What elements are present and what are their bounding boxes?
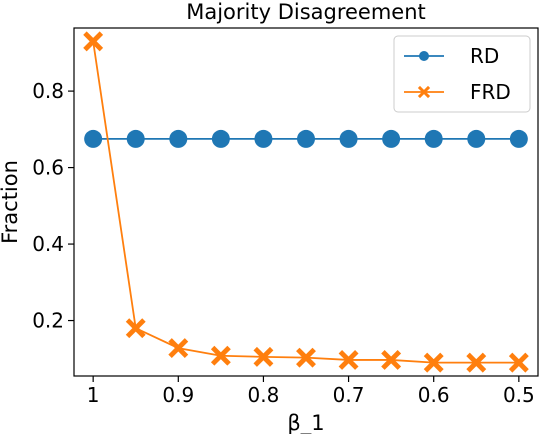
chart-title: Majority Disagreement xyxy=(186,0,426,24)
y-tick-label: 0.6 xyxy=(32,156,64,180)
data-point-frd-2 xyxy=(168,338,189,359)
data-point-frd-3 xyxy=(210,345,231,366)
legend-item-frd: FRD xyxy=(404,80,511,104)
data-point-frd-9 xyxy=(466,352,487,373)
data-point-frd-5 xyxy=(296,347,316,368)
data-point-rd-1 xyxy=(126,129,145,148)
legend-label-frd: FRD xyxy=(470,80,511,104)
data-point-rd-8 xyxy=(424,129,443,148)
x-tick-label: 0.7 xyxy=(333,383,365,407)
data-point-frd-8 xyxy=(423,352,444,373)
plot-frame xyxy=(73,27,539,377)
x-tick-label: 1 xyxy=(87,383,100,407)
legend-label-rd: RD xyxy=(470,44,499,68)
legend-marker-rd xyxy=(419,51,429,61)
x-tick-label: 0.8 xyxy=(248,383,280,407)
data-point-rd-7 xyxy=(382,129,401,148)
y-axis-ticks: 0.2 0.4 0.6 0.8 xyxy=(32,79,74,333)
data-point-frd-4 xyxy=(253,346,274,367)
legend-marker-frd xyxy=(417,85,431,99)
y-axis-label: Fraction xyxy=(0,160,22,244)
data-point-frd-6 xyxy=(338,349,359,370)
x-tick-label: 0.5 xyxy=(503,383,535,407)
y-tick-label: 0.2 xyxy=(32,309,64,333)
x-tick-label: 0.6 xyxy=(418,383,450,407)
data-point-rd-3 xyxy=(211,129,230,148)
data-point-frd-1 xyxy=(125,318,146,339)
data-point-frd-10 xyxy=(508,352,529,373)
legend: RD FRD xyxy=(393,35,531,113)
data-point-frd-7 xyxy=(381,349,402,370)
data-point-rd-6 xyxy=(339,129,358,148)
data-point-rd-5 xyxy=(297,129,315,148)
data-point-rd-0 xyxy=(84,129,103,148)
data-point-rd-10 xyxy=(509,129,528,148)
data-point-frd-0 xyxy=(83,31,104,52)
x-tick-label: 0.9 xyxy=(162,383,194,407)
data-point-rd-2 xyxy=(169,129,188,148)
data-point-rd-9 xyxy=(467,129,486,148)
y-tick-label: 0.8 xyxy=(32,79,64,103)
data-point-rd-4 xyxy=(254,129,273,148)
plot-markers xyxy=(83,31,529,373)
legend-item-rd: RD xyxy=(404,44,499,68)
x-axis-label: β_1 xyxy=(287,411,324,434)
y-tick-label: 0.4 xyxy=(32,232,64,256)
x-axis-ticks: 1 0.9 0.8 0.7 0.6 0.5 xyxy=(87,376,535,407)
